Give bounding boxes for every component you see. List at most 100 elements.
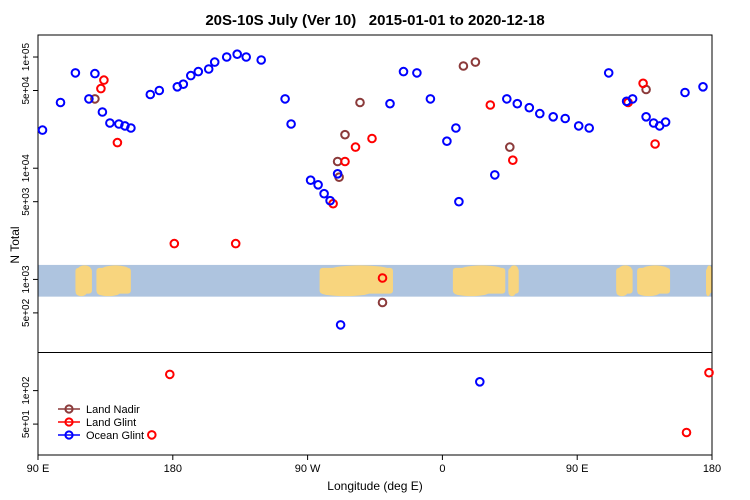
data-point-ocean-glint bbox=[126, 123, 136, 133]
map-band-land bbox=[461, 265, 502, 273]
map-band-land bbox=[102, 265, 129, 273]
data-point-ocean-glint bbox=[145, 89, 156, 100]
data-point-ocean-glint bbox=[186, 70, 196, 81]
data-point-land-glint bbox=[340, 156, 350, 167]
data-point-ocean-glint bbox=[332, 169, 343, 179]
map-band-land bbox=[453, 289, 489, 297]
data-point-ocean-glint bbox=[502, 94, 512, 104]
data-point-ocean-glint bbox=[325, 195, 335, 206]
y-tick-label: 5e+01 bbox=[21, 410, 32, 439]
data-point-ocean-glint bbox=[660, 117, 671, 127]
legend-marker-land-nadir bbox=[64, 404, 74, 414]
y-tick-label: 5e+03 bbox=[21, 187, 32, 216]
data-point-ocean-glint bbox=[70, 68, 81, 78]
data-point-land-glint bbox=[99, 75, 109, 85]
y-tick-label: 1e+02 bbox=[21, 376, 32, 405]
data-point-ocean-glint bbox=[313, 180, 323, 190]
data-point-land-nadir bbox=[355, 97, 365, 108]
data-point-land-nadir bbox=[505, 142, 515, 152]
y-tick-label: 1e+05 bbox=[21, 43, 32, 72]
map-band-land bbox=[96, 289, 120, 297]
x-axis-label: Longitude (deg E) bbox=[327, 479, 423, 493]
data-point-land-glint bbox=[638, 78, 648, 89]
map-band-land bbox=[96, 267, 131, 294]
legend-label-ocean-glint: Ocean Glint bbox=[86, 430, 144, 442]
data-point-ocean-glint bbox=[548, 112, 559, 122]
data-point-land-glint bbox=[681, 427, 692, 438]
data-point-ocean-glint bbox=[84, 94, 94, 104]
data-point-ocean-glint bbox=[221, 52, 232, 62]
x-tick-label: 90 W bbox=[295, 463, 321, 475]
data-point-ocean-glint bbox=[154, 85, 165, 96]
data-point-ocean-glint bbox=[209, 57, 220, 67]
data-point-land-nadir bbox=[377, 297, 388, 308]
data-point-ocean-glint bbox=[105, 118, 115, 128]
data-point-ocean-glint bbox=[97, 107, 108, 117]
map-band-land bbox=[508, 267, 519, 294]
data-point-ocean-glint bbox=[560, 113, 571, 124]
data-point-ocean-glint bbox=[680, 87, 690, 98]
data-point-ocean-glint bbox=[385, 98, 395, 109]
data-point-ocean-glint bbox=[90, 68, 100, 79]
data-point-ocean-glint bbox=[698, 82, 708, 92]
data-point-ocean-glint bbox=[603, 68, 614, 78]
map-band-land bbox=[75, 289, 87, 297]
map-band-land bbox=[642, 265, 668, 273]
data-point-ocean-glint bbox=[286, 119, 296, 129]
data-point-land-nadir bbox=[90, 94, 100, 104]
map-band-land bbox=[320, 289, 370, 297]
data-point-ocean-glint bbox=[232, 49, 242, 60]
data-point-ocean-glint bbox=[193, 66, 204, 77]
data-point-ocean-glint bbox=[627, 94, 638, 104]
x-tick-label: 180 bbox=[703, 463, 721, 475]
data-point-land-glint bbox=[147, 430, 157, 440]
map-band-land bbox=[637, 289, 660, 297]
data-point-ocean-glint bbox=[442, 136, 452, 146]
map-band-land bbox=[319, 267, 393, 294]
data-point-ocean-glint bbox=[203, 64, 214, 74]
y-tick-label: 1e+04 bbox=[21, 154, 32, 183]
map-band-land bbox=[510, 265, 519, 273]
map-band-land bbox=[331, 265, 389, 273]
x-tick-label: 90 E bbox=[27, 463, 50, 475]
data-point-land-glint bbox=[96, 83, 106, 94]
map-band-land bbox=[706, 267, 712, 294]
data-point-land-glint bbox=[704, 367, 714, 378]
map-band-land bbox=[75, 267, 92, 294]
x-tick-label: 180 bbox=[164, 463, 182, 475]
y-tick-label: 5e+04 bbox=[21, 76, 32, 105]
plot-border bbox=[37, 34, 713, 456]
data-point-land-glint bbox=[112, 137, 123, 148]
data-point-ocean-glint bbox=[114, 119, 124, 129]
data-point-ocean-glint bbox=[584, 123, 595, 133]
map-band-land bbox=[618, 265, 632, 273]
data-point-land-glint bbox=[485, 100, 496, 110]
data-point-land-glint bbox=[377, 273, 388, 283]
data-point-land-nadir bbox=[470, 57, 481, 67]
legend-label-land-glint: Land Glint bbox=[86, 417, 136, 429]
data-point-ocean-glint bbox=[490, 170, 500, 180]
data-point-ocean-glint bbox=[37, 125, 48, 135]
data-point-ocean-glint bbox=[475, 377, 485, 387]
data-point-land-glint bbox=[367, 133, 377, 144]
data-point-ocean-glint bbox=[55, 97, 66, 108]
data-point-ocean-glint bbox=[535, 108, 545, 119]
y-tick-label: 1e+03 bbox=[21, 265, 32, 294]
y-tick-label: 5e+02 bbox=[21, 298, 32, 327]
map-band-land bbox=[706, 265, 712, 273]
data-point-land-glint bbox=[508, 155, 518, 165]
data-point-land-nadir bbox=[458, 61, 469, 71]
data-point-ocean-glint bbox=[241, 52, 251, 62]
data-point-ocean-glint bbox=[398, 66, 409, 77]
map-band-land bbox=[616, 289, 628, 297]
map-band-land bbox=[508, 289, 516, 297]
chart-title: 20S-10S July (Ver 10) 2015-01-01 to 2020… bbox=[205, 12, 545, 29]
data-point-ocean-glint bbox=[454, 196, 464, 207]
x-tick-label: 90 E bbox=[566, 463, 589, 475]
legend-marker-land-glint bbox=[64, 417, 74, 427]
map-band-land bbox=[637, 267, 671, 294]
data-point-land-glint bbox=[169, 238, 180, 249]
data-point-ocean-glint bbox=[305, 175, 316, 185]
data-point-ocean-glint bbox=[641, 112, 651, 122]
